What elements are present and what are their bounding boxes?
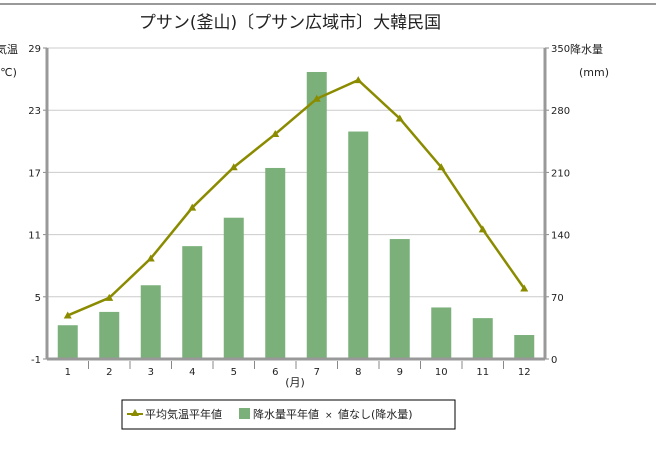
precip-bar [223,217,244,359]
precip-bar [306,71,327,360]
precip-bar [472,318,493,359]
temperature-point [312,94,321,102]
x-tick-label: 12 [518,367,531,378]
precip-bar [431,307,452,359]
temperature-point [229,163,238,171]
left-tick-label: 29 [28,44,41,55]
temperature-point [146,254,155,262]
left-tick-label: 17 [28,168,41,179]
legend-temp: 平均気温平年値 [145,407,222,421]
temperature-point [520,284,529,292]
right-tick-label: 70 [551,293,564,304]
legend-nodata: 値なし(降水量) [338,407,413,421]
precip-bar [389,239,410,359]
x-tick-label: 2 [106,367,112,378]
right-tick-label: 210 [551,168,570,179]
right-axis-unit: (mm) [579,66,609,79]
legend: 平均気温平年値 降水量平年値 × 値なし(降水量) [121,399,456,430]
precip-bar [514,335,535,359]
temperature-point [188,203,197,211]
legend-precip: 降水量平年値 [253,407,319,421]
chart-title: プサン(釜山)〔プサン広域市〕大韓民国 [139,13,441,33]
right-tick-label: 140 [551,231,570,242]
temperature-point [63,311,72,319]
x-tick-label: 7 [314,367,320,378]
left-axis-unit: (℃) [0,66,17,79]
right-tick-label: 350 [551,44,570,55]
temperature-point [478,225,487,233]
temperature-point [105,293,114,301]
legend-box [121,399,456,430]
legend-nodata-icon: × [325,411,333,421]
x-tick-label: 6 [272,367,278,378]
precip-bar [99,311,120,359]
left-axis-label: 気温 [0,42,18,56]
precip-bar [348,131,369,359]
precip-bar [140,285,161,359]
legend-bar-icon [239,408,250,419]
temperature-point [271,130,280,138]
precip-bar [265,167,286,359]
temperature-point [437,163,446,171]
temperature-point [354,76,363,84]
x-tick-label: 10 [435,367,448,378]
temperature-point [395,114,404,122]
left-tick-label: 11 [28,231,41,242]
right-axis-label: 降水量 [570,42,603,56]
x-tick-label: 11 [476,367,489,378]
x-tick-label: 3 [148,367,154,378]
precip-bar [182,246,203,359]
x-tick-label: 5 [231,367,237,378]
x-axis-label: (月) [285,376,305,389]
right-tick-label: 0 [551,355,557,366]
temperature-line [67,78,526,317]
x-tick-label: 4 [189,367,195,378]
precip-bar [57,325,78,359]
x-tick-label: 9 [397,367,403,378]
left-tick-label: 23 [28,106,41,117]
left-tick-label: -1 [31,355,41,366]
right-tick-label: 280 [551,106,570,117]
x-tick-label: 1 [65,367,71,378]
x-tick-label: 8 [355,367,361,378]
legend-triangle-icon [131,409,139,416]
left-tick-label: 5 [35,293,41,304]
